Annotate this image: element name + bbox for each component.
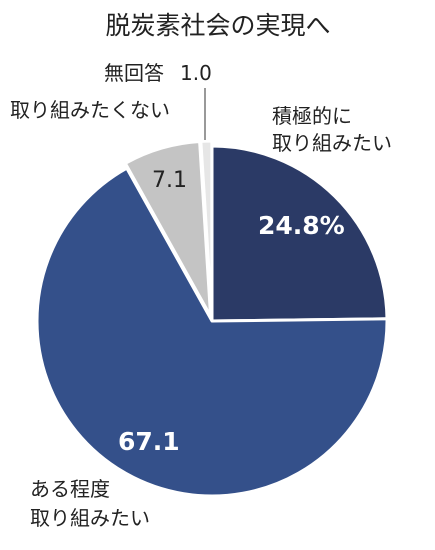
category-label-somewhat-2: 取り組みたい — [30, 506, 150, 530]
pie-slices — [35, 139, 389, 498]
category-label-active-1: 積極的に — [272, 104, 352, 128]
pie-slice-somewhat — [35, 166, 389, 498]
value-label-active: 24.8% — [258, 211, 345, 240]
category-label-somewhat-1: ある程度 — [30, 477, 110, 501]
value-label-noanswer: 1.0 — [180, 61, 212, 85]
pie-slice-active — [210, 144, 389, 323]
chart-title: 脱炭素社会の実現へ — [105, 11, 330, 40]
category-label-noanswer: 無回答 — [104, 61, 164, 85]
category-label-not: 取り組みたくない — [10, 98, 170, 122]
value-label-somewhat: 67.1 — [118, 427, 180, 456]
pie-slice-noanswer — [199, 139, 214, 318]
value-label-not: 7.1 — [152, 168, 187, 193]
category-label-active-2: 取り組みたい — [272, 131, 392, 155]
